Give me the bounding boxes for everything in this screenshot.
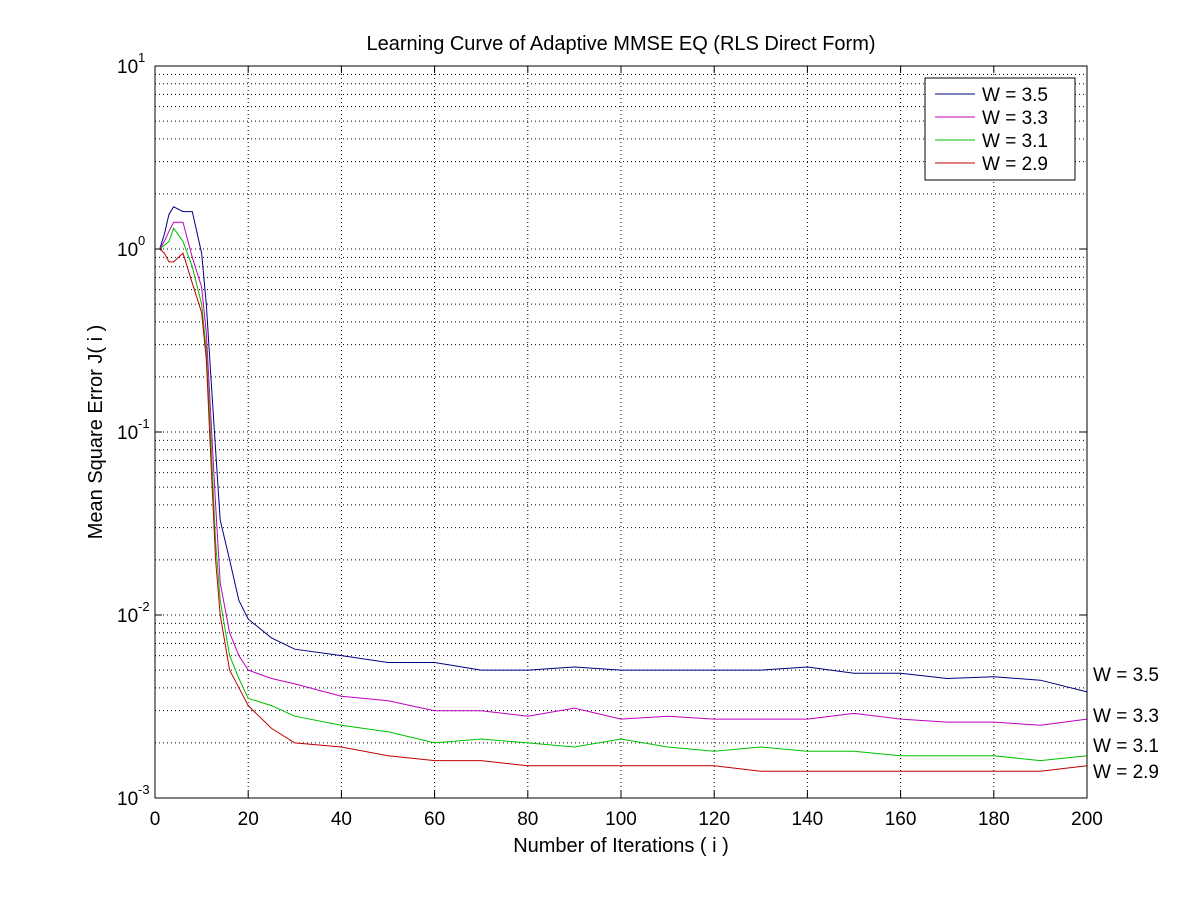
end-labels: W = 3.5 W = 3.3 W = 3.1 W = 2.9 bbox=[1093, 665, 1159, 783]
x-tick-label: 160 bbox=[885, 809, 917, 830]
chart-title: Learning Curve of Adaptive MMSE EQ (RLS … bbox=[366, 33, 875, 55]
y-tick-label-exponent: -1 bbox=[138, 416, 150, 431]
x-tick-label: 0 bbox=[150, 809, 161, 830]
legend-label: W = 3.1 bbox=[982, 131, 1048, 152]
series-line bbox=[159, 206, 1088, 693]
x-tick-label: 180 bbox=[978, 809, 1010, 830]
legend-label: W = 3.5 bbox=[982, 85, 1048, 106]
x-tick-label: 20 bbox=[238, 809, 259, 830]
x-tick-label: 80 bbox=[517, 809, 538, 830]
legend-label: W = 3.3 bbox=[982, 108, 1048, 129]
x-tick-label: 100 bbox=[605, 809, 637, 830]
x-tick-label: 40 bbox=[331, 809, 352, 830]
y-tick-label-exponent: 1 bbox=[138, 50, 145, 65]
y-tick-label-base: 10 bbox=[117, 240, 138, 261]
x-tick-label: 120 bbox=[698, 809, 730, 830]
x-tick-label: 60 bbox=[424, 809, 445, 830]
x-axis-label: Number of Iterations ( i ) bbox=[513, 835, 729, 857]
x-tick-label: 140 bbox=[792, 809, 824, 830]
series-end-label: W = 2.9 bbox=[1093, 762, 1159, 783]
legend: W = 3.5W = 3.3W = 3.1W = 2.9 bbox=[924, 77, 1076, 181]
y-tick-label-exponent: -2 bbox=[138, 599, 150, 614]
y-tick-label-base: 10 bbox=[117, 789, 138, 810]
x-tick-label: 200 bbox=[1071, 809, 1103, 830]
legend-label: W = 2.9 bbox=[982, 154, 1048, 175]
y-tick-label-exponent: 0 bbox=[138, 233, 145, 248]
y-tick-label-base: 10 bbox=[117, 423, 138, 444]
series-line bbox=[159, 221, 1088, 726]
series-end-label: W = 3.3 bbox=[1093, 706, 1159, 727]
y-tick-label-base: 10 bbox=[117, 57, 138, 78]
series-layer bbox=[159, 206, 1088, 772]
series-line bbox=[159, 227, 1088, 762]
series-line bbox=[159, 248, 1088, 772]
y-axis-label: Mean Square Error J( i ) bbox=[85, 325, 107, 540]
series-end-label: W = 3.5 bbox=[1093, 665, 1159, 686]
series-end-label: W = 3.1 bbox=[1093, 736, 1159, 757]
y-tick-label-exponent: -3 bbox=[138, 782, 150, 797]
y-tick-label-base: 10 bbox=[117, 606, 138, 627]
